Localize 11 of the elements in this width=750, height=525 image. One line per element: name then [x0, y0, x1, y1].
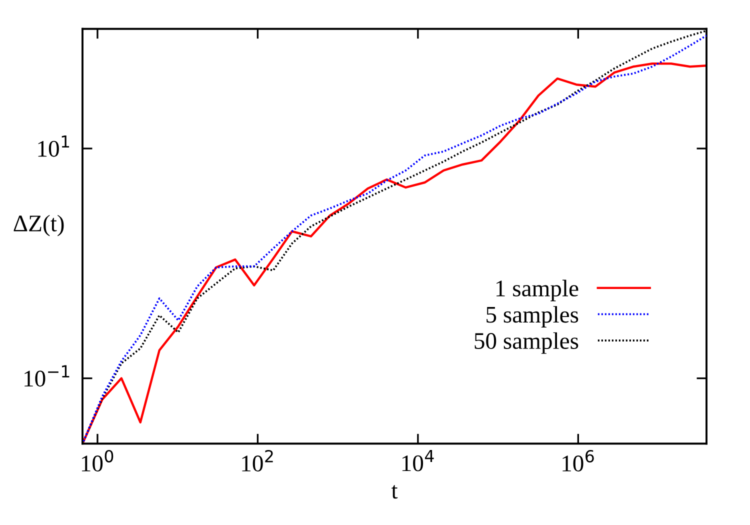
x-tick-label: 10$^{4}$	[402, 450, 434, 472]
legend-label: 5 samples	[486, 306, 578, 328]
legend-label: 50 samples	[474, 332, 578, 354]
y-tick-label: 10$^{−1}$	[24, 365, 70, 387]
x-axis-title: t	[391, 485, 398, 499]
legend-label: 1 sample	[496, 280, 578, 302]
x-tick-label: 10$^{6}$	[562, 450, 594, 472]
x-tick-label: 10$^{0}$	[82, 450, 114, 472]
x-tick-label: 10$^{2}$	[242, 450, 273, 472]
y-tick-label: 10$^{1}$	[38, 136, 70, 157]
y-axis-title: ΔZ(t)	[14, 214, 64, 236]
